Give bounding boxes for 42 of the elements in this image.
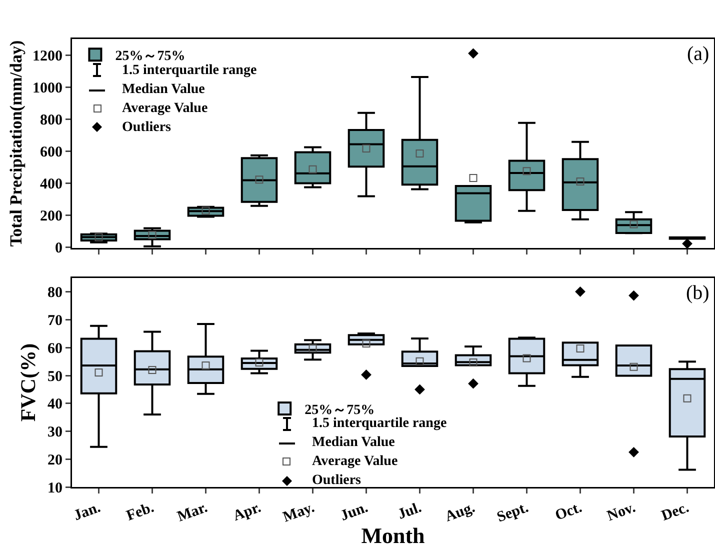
x-tick-label: Dec.	[659, 500, 692, 524]
annotation: Median Value	[312, 435, 395, 450]
legend-label: 25%～75%	[115, 49, 186, 64]
x-tick-label: Nov.	[605, 500, 638, 525]
y-tick-label: 40	[48, 396, 62, 413]
annotation: Outliers	[122, 120, 172, 135]
y-tick-label: 800	[40, 112, 62, 128]
y-tick-label: 70	[48, 313, 62, 330]
x-axis-title: Month	[361, 523, 425, 548]
y-tick-label: 10	[48, 480, 62, 496]
x-tick-label: Jan.	[72, 500, 103, 524]
annotation: Average Value	[122, 101, 208, 116]
x-tick-label: May.	[281, 500, 317, 526]
annotation: Median Value	[122, 82, 205, 97]
y-tick-label: 200	[40, 208, 62, 224]
y-axis-title: Total Precipitation(mm/day)	[6, 40, 26, 247]
y-tick-label: 60	[48, 340, 62, 357]
legend-label: 25%～75%	[304, 403, 375, 418]
y-tick-label: 600	[40, 144, 62, 160]
annotation: Average Value	[312, 454, 398, 469]
x-tick-label: Sept.	[495, 500, 531, 526]
annotation: 1.5 interquartile range	[122, 63, 257, 78]
x-tick-label: Jun.	[338, 500, 370, 524]
annotation: 1.5 interquartile range	[312, 416, 447, 431]
y-tick-label: 30	[48, 424, 62, 441]
y-tick-label: 1000	[32, 80, 62, 96]
x-tick-label: Feb.	[124, 500, 156, 524]
y-tick-label: 1200	[32, 48, 62, 64]
y-axis-title: FVC(%)	[16, 343, 40, 422]
y-tick-label: 20	[48, 452, 62, 468]
annotation: (b)	[686, 282, 710, 304]
x-tick-label: Aug.	[443, 500, 478, 526]
y-tick-label: 0	[55, 240, 62, 256]
y-tick-label: 50	[48, 368, 62, 385]
annotation: (a)	[687, 43, 710, 65]
x-tick-label: Mar.	[175, 500, 210, 526]
x-tick-label: Oct.	[553, 500, 584, 524]
x-tick-label: Apr.	[231, 500, 264, 524]
y-tick-label: 400	[40, 176, 62, 192]
annotation: Outliers	[312, 473, 362, 488]
x-tick-label: Jul.	[396, 500, 424, 523]
y-tick-label: 80	[48, 285, 62, 302]
